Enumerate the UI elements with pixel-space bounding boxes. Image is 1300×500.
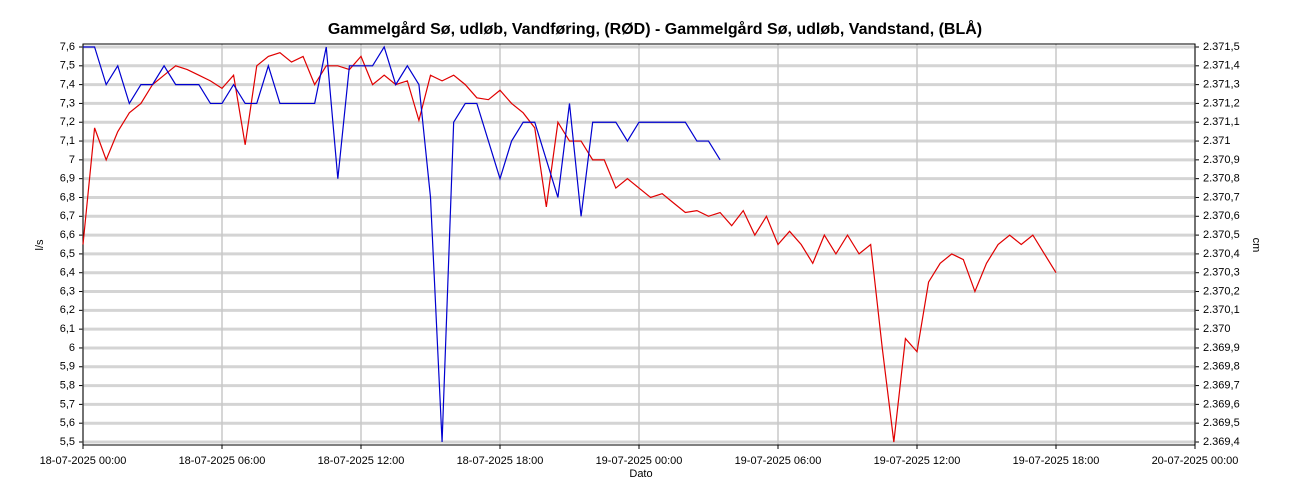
y-tick-label: 7,6 [60, 41, 75, 53]
y2-tick-label: 2.369,4 [1203, 436, 1240, 448]
y2-tick-label: 2.371,2 [1203, 97, 1240, 109]
chart-title: Gammelgård Sø, udløb, Vandføring, (RØD) … [328, 19, 982, 38]
x-tick-label: 18-07-2025 12:00 [318, 455, 405, 467]
y-tick-label: 7,1 [60, 135, 75, 147]
y2-tick-label: 2.371,3 [1203, 79, 1240, 91]
y-tick-label: 7 [69, 154, 75, 166]
y2-tick-label: 2.369,6 [1203, 398, 1240, 410]
data-line [82, 51, 1057, 443]
y2-tick-label: 2.369,8 [1203, 361, 1240, 373]
data-line [83, 45, 721, 443]
x-tick-label: 19-07-2025 06:00 [735, 455, 822, 467]
y-tick-label: 6,4 [60, 267, 75, 279]
x-tick-label: 18-07-2025 00:00 [40, 455, 127, 467]
y2-tick-label: 2.370,7 [1203, 191, 1240, 203]
y-tick-label: 6,3 [60, 285, 75, 297]
y2-tick-label: 2.371,4 [1203, 60, 1240, 72]
y-tick-label: 6,7 [60, 210, 75, 222]
y-tick-label: 5,8 [60, 379, 75, 391]
x-tick-label: 19-07-2025 12:00 [874, 455, 961, 467]
x-tick-label: 19-07-2025 18:00 [1013, 455, 1100, 467]
y-axis-label: l/s [34, 239, 46, 251]
y2-axis-label: cm [1250, 238, 1262, 253]
y2-tick-label: 2.370 [1203, 323, 1231, 335]
y-tick-label: 6,5 [60, 248, 75, 260]
y-tick-label: 6,9 [60, 173, 75, 185]
y-tick-label: 7,5 [60, 60, 75, 72]
x-tick-label: 19-07-2025 00:00 [596, 455, 683, 467]
y-tick-label: 6,6 [60, 229, 75, 241]
y-tick-label: 7,2 [60, 116, 75, 128]
x-tick-label: 18-07-2025 06:00 [179, 455, 266, 467]
y2-tick-label: 2.370,9 [1203, 154, 1240, 166]
y-tick-label: 5,7 [60, 398, 75, 410]
y2-tick-label: 2.370,2 [1203, 285, 1240, 297]
y-tick-label: 6,2 [60, 304, 75, 316]
y-tick-label: 5,5 [60, 436, 75, 448]
y2-tick-label: 2.369,5 [1203, 417, 1240, 429]
y-tick-label: 6,1 [60, 323, 75, 335]
y2-tick-label: 2.370,8 [1203, 173, 1240, 185]
y-tick-label: 6,8 [60, 191, 75, 203]
y2-tick-label: 2.371,5 [1203, 41, 1240, 53]
y-tick-label: 5,9 [60, 361, 75, 373]
x-tick-label: 18-07-2025 18:00 [457, 455, 544, 467]
y-tick-label: 7,3 [60, 97, 75, 109]
y2-tick-label: 2.370,5 [1203, 229, 1240, 241]
x-tick-label: 20-07-2025 00:00 [1152, 455, 1239, 467]
x-axis-label: Dato [629, 468, 652, 480]
y-tick-label: 5,6 [60, 417, 75, 429]
y-tick-label: 7,4 [60, 79, 75, 91]
y2-tick-label: 2.370,6 [1203, 210, 1240, 222]
y2-tick-label: 2.371,1 [1203, 116, 1240, 128]
y2-tick-label: 2.369,9 [1203, 342, 1240, 354]
y2-tick-label: 2.371 [1203, 135, 1231, 147]
y2-tick-label: 2.370,3 [1203, 267, 1240, 279]
y2-tick-label: 2.370,4 [1203, 248, 1240, 260]
y-tick-label: 6 [69, 342, 75, 354]
y2-tick-label: 2.369,7 [1203, 379, 1240, 391]
y2-tick-label: 2.370,1 [1203, 304, 1240, 316]
